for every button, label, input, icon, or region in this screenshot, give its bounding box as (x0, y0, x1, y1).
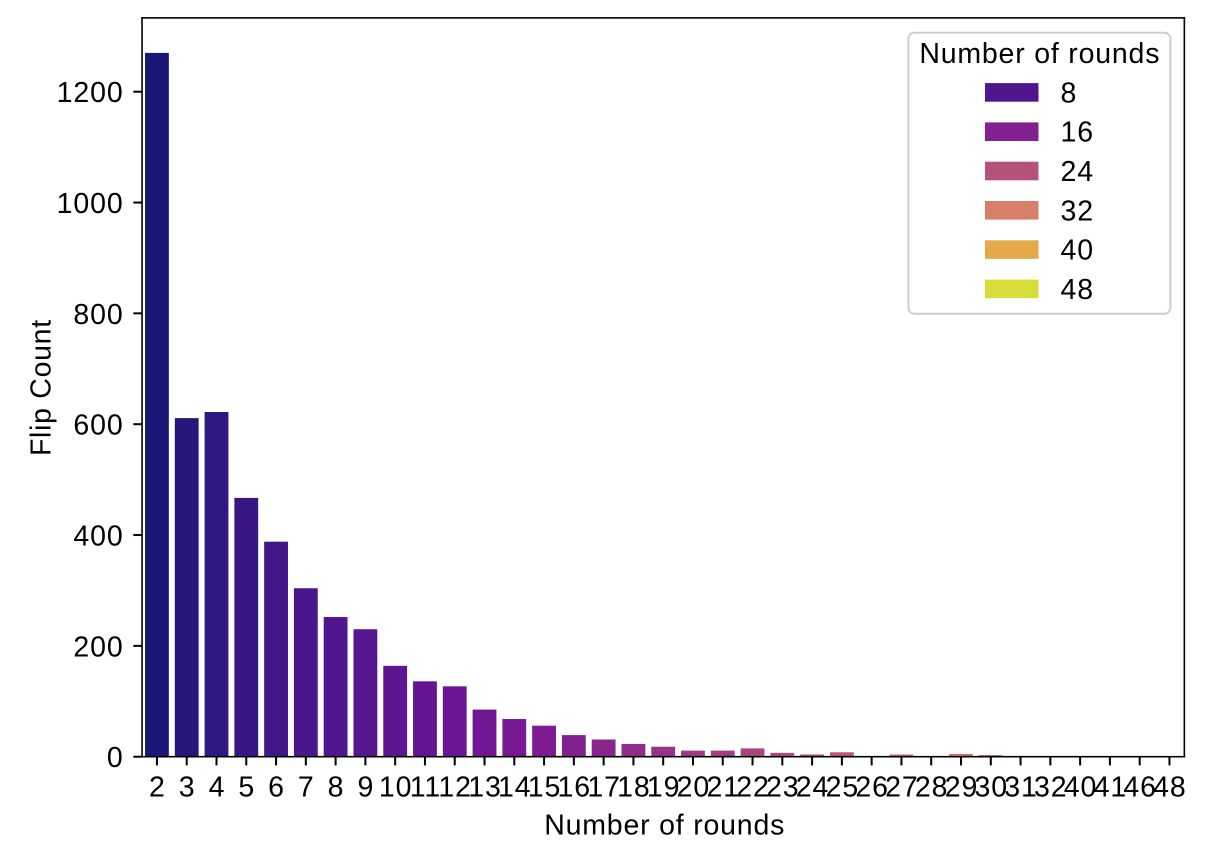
svg-text:14: 14 (498, 772, 532, 804)
svg-text:29: 29 (945, 772, 979, 804)
svg-text:8: 8 (328, 772, 345, 804)
svg-text:15: 15 (528, 772, 562, 804)
svg-text:18: 18 (617, 772, 651, 804)
svg-text:16: 16 (1061, 117, 1095, 149)
svg-text:21: 21 (706, 772, 740, 804)
svg-text:28: 28 (915, 772, 949, 804)
svg-text:48: 48 (1153, 772, 1187, 804)
svg-text:40: 40 (1064, 772, 1098, 804)
svg-text:16: 16 (558, 772, 592, 804)
svg-text:24: 24 (796, 772, 830, 804)
svg-text:22: 22 (736, 772, 770, 804)
svg-text:32: 32 (1061, 195, 1095, 227)
svg-text:600: 600 (73, 410, 123, 442)
svg-text:Number of rounds: Number of rounds (544, 809, 785, 841)
svg-text:1000: 1000 (57, 188, 124, 220)
svg-text:20: 20 (677, 772, 711, 804)
svg-text:4: 4 (209, 772, 226, 804)
svg-text:3: 3 (179, 772, 196, 804)
svg-text:17: 17 (587, 772, 621, 804)
svg-text:12: 12 (438, 772, 472, 804)
svg-text:200: 200 (73, 631, 123, 663)
svg-text:5: 5 (238, 772, 255, 804)
svg-text:26: 26 (855, 772, 889, 804)
svg-text:23: 23 (766, 772, 800, 804)
svg-text:27: 27 (885, 772, 919, 804)
svg-text:Flip Count: Flip Count (25, 319, 57, 456)
svg-text:0: 0 (107, 742, 124, 774)
svg-text:25: 25 (826, 772, 860, 804)
svg-text:400: 400 (73, 521, 123, 553)
svg-text:24: 24 (1061, 156, 1095, 188)
svg-text:7: 7 (298, 772, 315, 804)
svg-text:13: 13 (468, 772, 502, 804)
svg-text:48: 48 (1061, 274, 1095, 306)
svg-text:11: 11 (410, 772, 441, 804)
svg-text:10: 10 (379, 772, 413, 804)
svg-text:46: 46 (1123, 772, 1157, 804)
svg-text:32: 32 (1034, 772, 1068, 804)
svg-text:6: 6 (268, 772, 285, 804)
svg-text:Number of rounds: Number of rounds (919, 38, 1160, 70)
svg-text:2: 2 (149, 772, 166, 804)
svg-text:30: 30 (974, 772, 1008, 804)
svg-text:40: 40 (1061, 235, 1095, 267)
svg-text:41: 41 (1094, 772, 1128, 804)
svg-text:19: 19 (647, 772, 681, 804)
svg-text:31: 31 (1004, 772, 1038, 804)
svg-text:9: 9 (357, 772, 374, 804)
svg-text:1200: 1200 (57, 77, 124, 109)
svg-text:8: 8 (1061, 77, 1078, 109)
svg-text:800: 800 (73, 299, 123, 331)
